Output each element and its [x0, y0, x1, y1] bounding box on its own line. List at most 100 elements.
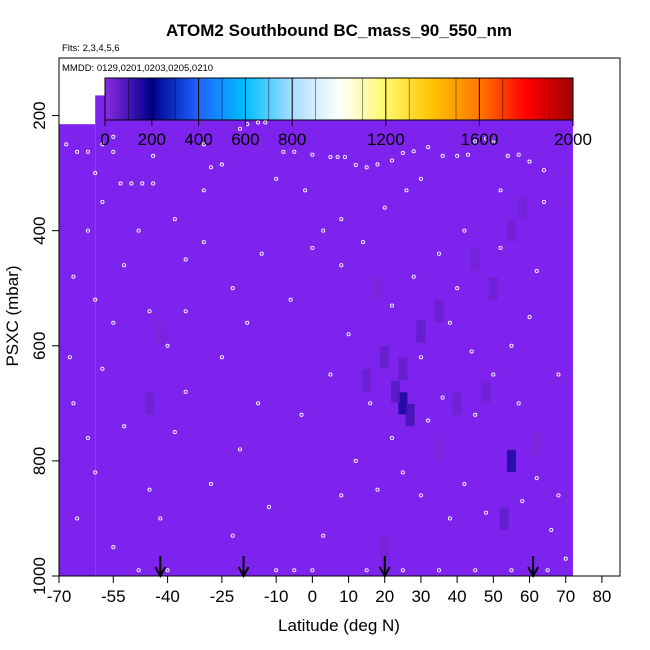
sample-point [266, 504, 271, 509]
sample-point [447, 320, 452, 325]
sample-point [85, 149, 91, 154]
sample-point [447, 516, 452, 521]
sample-point [375, 162, 380, 167]
y-tick-label: 400 [30, 216, 49, 244]
sample-point [288, 297, 293, 302]
sample-point [411, 149, 416, 154]
sample-point [122, 424, 127, 429]
sample-point [230, 533, 235, 538]
sample-point [67, 355, 72, 360]
sample-point [411, 274, 416, 279]
colorbar-tick-label: 800 [278, 130, 306, 149]
heatmap-cell [416, 320, 426, 343]
sample-point [469, 349, 474, 354]
sample-point [563, 556, 568, 561]
x-axis: -70 -55 -40 -25 -10 0 10 20 30 40 50 60 70 80 [47, 576, 611, 606]
sample-point [100, 366, 105, 371]
sample-point [527, 314, 532, 320]
heatmap-cell [470, 248, 480, 271]
heatmap-cell [144, 392, 154, 415]
x-tick-label: -55 [101, 587, 126, 606]
sample-point [465, 152, 471, 157]
colorbar-tick-label: 0 [100, 130, 109, 149]
sample-point [418, 355, 423, 360]
sample-point [259, 251, 264, 256]
sample-point [165, 343, 170, 348]
sample-point [339, 493, 344, 498]
sample-point [219, 162, 224, 167]
sample-point [201, 142, 206, 147]
sample-point [71, 274, 76, 279]
heatmap-cell [499, 507, 509, 530]
sample-point [328, 154, 333, 160]
sample-point [473, 412, 478, 417]
heatmap-cell [373, 277, 383, 300]
x-tick-label: 50 [484, 587, 503, 606]
sample-point [93, 171, 98, 176]
sample-point [491, 140, 496, 145]
x-tick-label: -10 [264, 587, 289, 606]
x-tick-label: 0 [308, 587, 317, 606]
x-tick-label: 60 [520, 587, 539, 606]
sample-point [527, 159, 532, 164]
y-tick-label: 600 [30, 332, 49, 360]
sample-point [462, 228, 467, 233]
sample-point [509, 343, 514, 348]
sample-point [85, 435, 91, 440]
sample-point [342, 154, 347, 160]
sample-point [498, 245, 503, 250]
sample-point [462, 481, 467, 486]
sample-point [75, 516, 80, 521]
heatmap-layer [59, 95, 573, 576]
colorbar-ticks: 0 200 400 600 800 1200 1600 2000 [100, 78, 592, 149]
sample-point [360, 240, 366, 245]
sample-point [328, 372, 333, 377]
sample-point [201, 188, 206, 193]
sample-point [100, 142, 105, 147]
sample-point [256, 120, 261, 125]
sample-point [491, 372, 496, 377]
colorbar-tick-label: 1200 [367, 130, 405, 149]
sample-point [122, 263, 127, 268]
sample-point [321, 228, 326, 233]
heatmap-cell [391, 380, 401, 403]
y-tick-label: 800 [30, 447, 49, 475]
heatmap-cell [155, 323, 165, 346]
sample-point [93, 470, 98, 475]
heatmap-cell [405, 403, 415, 426]
colorbar-tick-label: 200 [138, 130, 166, 149]
colorbar-tick-label: 2000 [554, 130, 592, 149]
sample-point [339, 263, 344, 268]
sample-point [400, 470, 405, 475]
y-axis: 200 400 600 800 1000 [30, 101, 59, 595]
sample-point [473, 139, 478, 144]
heatmap-coverage [59, 124, 96, 576]
sample-point [256, 401, 261, 406]
sample-point [172, 430, 177, 435]
sample-point [183, 257, 188, 262]
sample-point [556, 372, 561, 377]
sample-point [111, 134, 116, 139]
sample-point [556, 493, 561, 498]
sample-point [100, 199, 105, 204]
x-tick-label: 80 [592, 587, 611, 606]
sample-point [321, 533, 326, 538]
sample-point [172, 217, 177, 222]
heatmap-cell [362, 369, 372, 392]
sample-point [404, 188, 409, 193]
heatmap-cell [434, 438, 444, 461]
sample-point [346, 332, 351, 337]
sample-point [418, 493, 423, 498]
sample-point [75, 149, 80, 154]
sample-point [400, 150, 405, 156]
sample-point [473, 568, 478, 573]
sample-point [118, 181, 123, 186]
sample-point [382, 205, 387, 210]
sample-point [183, 309, 188, 314]
heatmap-cell [506, 219, 516, 242]
x-tick-label: -70 [47, 587, 72, 606]
sample-point [263, 120, 268, 125]
sample-point [310, 245, 315, 250]
sample-point [310, 568, 315, 573]
sample-point [440, 153, 445, 158]
